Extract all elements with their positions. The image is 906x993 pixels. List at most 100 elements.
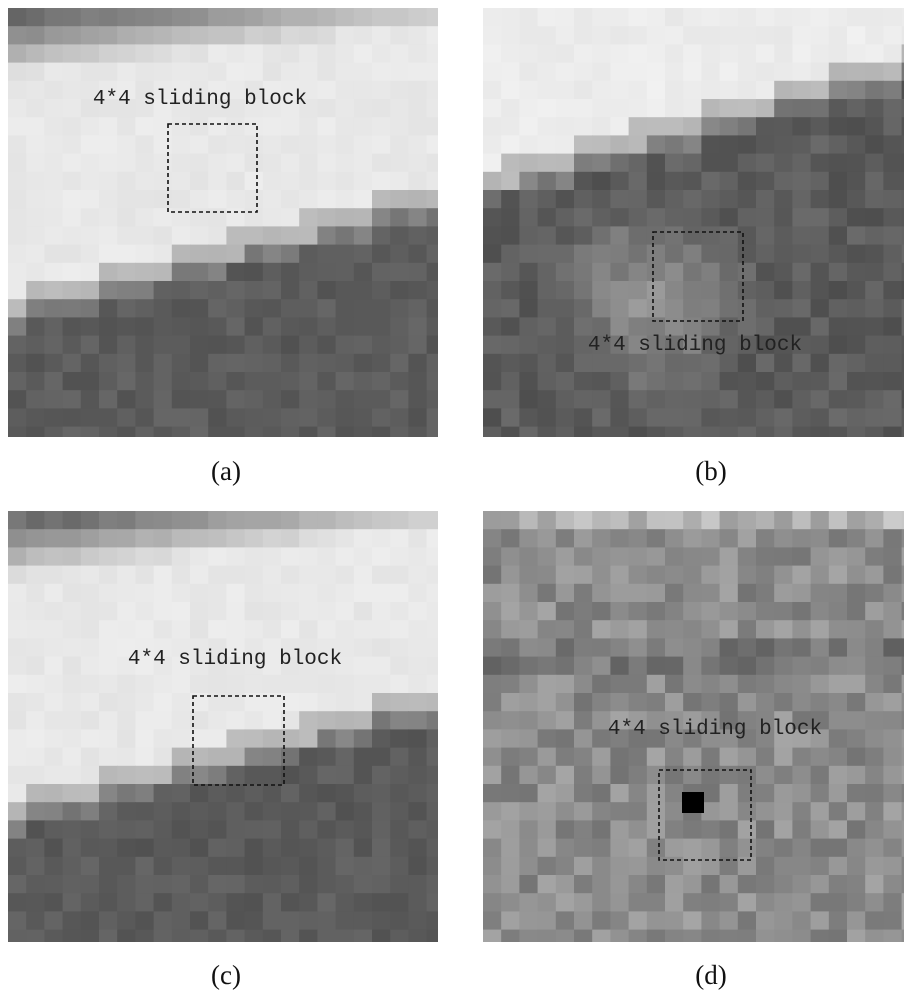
pixel — [26, 839, 45, 858]
pixel — [190, 208, 209, 227]
pixel — [883, 44, 902, 63]
pixel — [154, 748, 173, 767]
pixel — [647, 566, 666, 585]
pixel — [408, 657, 427, 676]
pixel — [408, 135, 427, 154]
pixel — [610, 584, 629, 603]
pixel — [647, 135, 666, 154]
pixel — [390, 427, 409, 446]
pixel — [135, 281, 154, 300]
pixel — [245, 748, 264, 767]
pixel — [701, 784, 720, 803]
pixel — [774, 245, 793, 264]
pixel — [811, 245, 830, 264]
pixel — [390, 372, 409, 391]
pixel — [629, 117, 648, 136]
pixel — [501, 584, 520, 603]
pixel — [208, 427, 227, 446]
pixel — [883, 336, 902, 355]
pixel — [701, 511, 720, 530]
pixel — [610, 820, 629, 839]
pixel — [299, 839, 318, 858]
pixel — [774, 875, 793, 894]
pixel — [519, 511, 538, 530]
pixel — [99, 820, 118, 839]
pixel — [720, 208, 739, 227]
pixel — [847, 408, 866, 427]
pixel — [847, 336, 866, 355]
pixel — [519, 44, 538, 63]
pixel — [883, 547, 902, 566]
pixel — [683, 190, 702, 209]
pixel — [501, 711, 520, 730]
pixel — [44, 875, 63, 894]
pixel — [408, 584, 427, 603]
pixel — [683, 766, 702, 785]
pixel — [226, 566, 245, 585]
pixel — [519, 839, 538, 858]
pixel — [556, 44, 575, 63]
pixel — [847, 602, 866, 621]
pixel — [592, 638, 611, 657]
pixel — [865, 766, 884, 785]
pixel — [117, 336, 136, 355]
pixel — [427, 511, 446, 530]
pixel — [701, 81, 720, 100]
pixel — [408, 390, 427, 409]
pixel — [538, 930, 557, 949]
pixel — [408, 511, 427, 530]
pixel — [81, 354, 100, 373]
pixel — [574, 784, 593, 803]
pixel — [190, 190, 209, 209]
pixel — [354, 117, 373, 136]
pixel — [44, 208, 63, 227]
pixel — [317, 245, 336, 264]
pixel — [299, 354, 318, 373]
pixel — [811, 372, 830, 391]
pixel — [190, 748, 209, 767]
pixel — [501, 547, 520, 566]
pixel — [172, 154, 191, 173]
pixel — [501, 693, 520, 712]
pixel — [811, 281, 830, 300]
pixel — [574, 875, 593, 894]
pixel — [372, 675, 391, 694]
pixel — [117, 263, 136, 282]
pixel — [63, 172, 82, 191]
pixel — [720, 784, 739, 803]
pixel — [883, 675, 902, 694]
pixel — [427, 226, 446, 245]
pixel — [263, 208, 282, 227]
pixel — [372, 911, 391, 930]
pixel — [172, 675, 191, 694]
pixel — [556, 766, 575, 785]
pixel — [774, 529, 793, 548]
pixel — [299, 172, 318, 191]
pixel — [738, 8, 757, 27]
pixel — [427, 693, 446, 712]
pixel — [8, 766, 27, 785]
pixel — [281, 117, 300, 136]
pixel — [226, 172, 245, 191]
pixel — [501, 263, 520, 282]
pixel — [665, 529, 684, 548]
pixel — [299, 584, 318, 603]
pixel — [63, 802, 82, 821]
pixel — [117, 930, 136, 949]
pixel — [883, 226, 902, 245]
pixel — [8, 372, 27, 391]
pixel — [26, 566, 45, 585]
pixel — [408, 748, 427, 767]
pixel — [483, 602, 502, 621]
pixel — [8, 81, 27, 100]
pixel — [172, 427, 191, 446]
pixel — [683, 8, 702, 27]
pixel — [117, 857, 136, 876]
pixel — [792, 263, 811, 282]
pixel — [501, 408, 520, 427]
pixel — [190, 675, 209, 694]
pixel — [154, 172, 173, 191]
pixel — [701, 44, 720, 63]
pixel — [538, 135, 557, 154]
pixel — [117, 317, 136, 336]
